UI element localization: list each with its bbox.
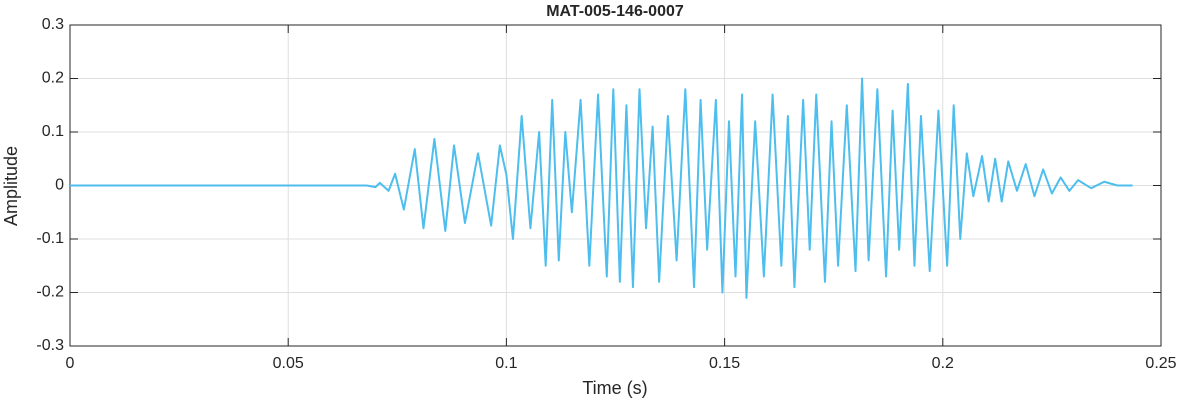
y-tick-label: 0.1 bbox=[42, 123, 64, 140]
y-tick-label: -0.1 bbox=[36, 230, 64, 247]
x-tick-label: 0 bbox=[66, 355, 75, 372]
y-axis-label: Amplitude bbox=[1, 146, 21, 226]
y-tick-label: 0 bbox=[55, 177, 64, 194]
x-axis-label: Time (s) bbox=[582, 378, 647, 398]
signal-line bbox=[70, 77, 1133, 299]
x-tick-label: 0.15 bbox=[709, 355, 740, 372]
chart-title: MAT-005-146-0007 bbox=[546, 3, 684, 20]
y-tick-label: -0.3 bbox=[36, 337, 64, 354]
x-tick-label: 0.05 bbox=[273, 355, 304, 372]
y-tick-label: -0.2 bbox=[36, 284, 64, 301]
x-tick-label: 0.25 bbox=[1145, 355, 1176, 372]
y-tick-label: 0.2 bbox=[42, 70, 64, 87]
x-tick-label: 0.1 bbox=[495, 355, 517, 372]
y-tick-label: 0.3 bbox=[42, 16, 64, 33]
x-tick-label: 0.2 bbox=[932, 355, 954, 372]
